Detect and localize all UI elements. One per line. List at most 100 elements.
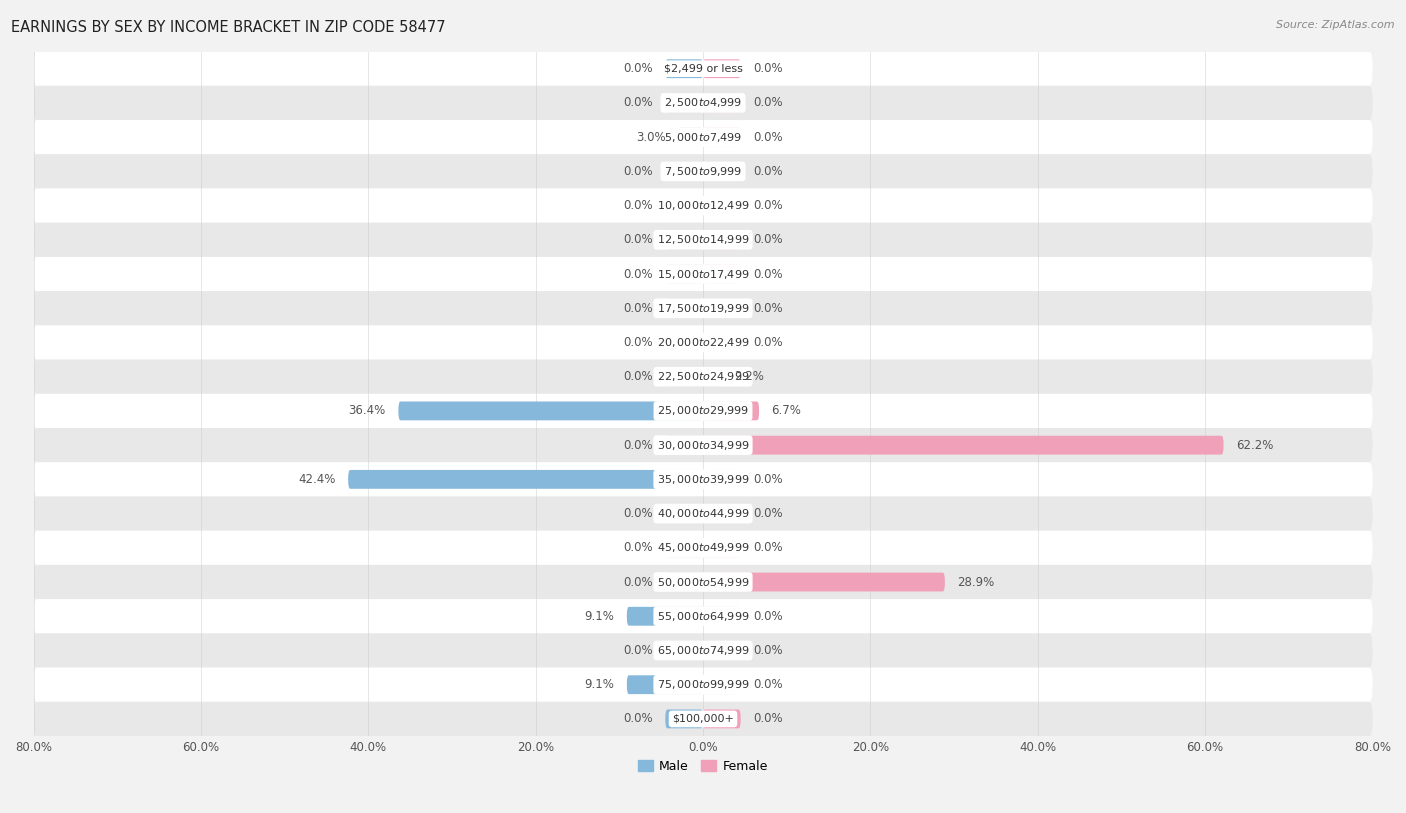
FancyBboxPatch shape <box>703 93 741 112</box>
Text: 0.0%: 0.0% <box>623 336 652 349</box>
Text: 3.0%: 3.0% <box>636 131 665 144</box>
Text: 0.0%: 0.0% <box>754 541 783 554</box>
FancyBboxPatch shape <box>703 504 741 523</box>
FancyBboxPatch shape <box>678 128 703 146</box>
FancyBboxPatch shape <box>665 333 703 352</box>
FancyBboxPatch shape <box>703 402 759 420</box>
Text: $10,000 to $12,499: $10,000 to $12,499 <box>657 199 749 212</box>
FancyBboxPatch shape <box>627 676 703 694</box>
FancyBboxPatch shape <box>34 189 1372 223</box>
FancyBboxPatch shape <box>34 86 1372 120</box>
FancyBboxPatch shape <box>665 504 703 523</box>
FancyBboxPatch shape <box>703 230 741 250</box>
FancyBboxPatch shape <box>703 333 741 352</box>
FancyBboxPatch shape <box>665 59 703 78</box>
FancyBboxPatch shape <box>34 257 1372 291</box>
Text: $17,500 to $19,999: $17,500 to $19,999 <box>657 302 749 315</box>
Text: 0.0%: 0.0% <box>623 199 652 212</box>
Text: 0.0%: 0.0% <box>623 302 652 315</box>
Text: 0.0%: 0.0% <box>754 165 783 178</box>
FancyBboxPatch shape <box>665 367 703 386</box>
FancyBboxPatch shape <box>665 572 703 591</box>
FancyBboxPatch shape <box>703 162 741 180</box>
FancyBboxPatch shape <box>34 154 1372 189</box>
Text: $35,000 to $39,999: $35,000 to $39,999 <box>657 473 749 486</box>
FancyBboxPatch shape <box>34 291 1372 325</box>
Text: $2,500 to $4,999: $2,500 to $4,999 <box>664 97 742 110</box>
Text: 0.0%: 0.0% <box>754 199 783 212</box>
FancyBboxPatch shape <box>665 299 703 318</box>
FancyBboxPatch shape <box>34 223 1372 257</box>
Text: $100,000+: $100,000+ <box>672 714 734 724</box>
Text: Source: ZipAtlas.com: Source: ZipAtlas.com <box>1277 20 1395 30</box>
Text: 0.0%: 0.0% <box>754 233 783 246</box>
FancyBboxPatch shape <box>665 264 703 284</box>
FancyBboxPatch shape <box>703 470 741 489</box>
Text: 9.1%: 9.1% <box>585 610 614 623</box>
FancyBboxPatch shape <box>34 497 1372 531</box>
Text: 0.0%: 0.0% <box>623 439 652 452</box>
Text: $5,000 to $7,499: $5,000 to $7,499 <box>664 131 742 144</box>
FancyBboxPatch shape <box>703 606 741 626</box>
Text: 0.0%: 0.0% <box>623 165 652 178</box>
FancyBboxPatch shape <box>627 606 703 626</box>
Text: 0.0%: 0.0% <box>623 507 652 520</box>
Text: $2,499 or less: $2,499 or less <box>664 63 742 74</box>
FancyBboxPatch shape <box>398 402 703 420</box>
Text: $40,000 to $44,999: $40,000 to $44,999 <box>657 507 749 520</box>
FancyBboxPatch shape <box>665 196 703 215</box>
Text: 0.0%: 0.0% <box>623 712 652 725</box>
FancyBboxPatch shape <box>703 367 721 386</box>
Text: 0.0%: 0.0% <box>623 541 652 554</box>
Text: 0.0%: 0.0% <box>623 370 652 383</box>
Text: 0.0%: 0.0% <box>623 644 652 657</box>
FancyBboxPatch shape <box>703 264 741 284</box>
Text: 0.0%: 0.0% <box>754 507 783 520</box>
Text: 0.0%: 0.0% <box>754 678 783 691</box>
FancyBboxPatch shape <box>703 299 741 318</box>
Text: $55,000 to $64,999: $55,000 to $64,999 <box>657 610 749 623</box>
FancyBboxPatch shape <box>34 325 1372 359</box>
Text: $30,000 to $34,999: $30,000 to $34,999 <box>657 439 749 452</box>
FancyBboxPatch shape <box>665 538 703 557</box>
FancyBboxPatch shape <box>703 128 741 146</box>
Text: $15,000 to $17,499: $15,000 to $17,499 <box>657 267 749 280</box>
Text: 0.0%: 0.0% <box>623 233 652 246</box>
Text: $75,000 to $99,999: $75,000 to $99,999 <box>657 678 749 691</box>
FancyBboxPatch shape <box>703 538 741 557</box>
FancyBboxPatch shape <box>665 93 703 112</box>
Text: 0.0%: 0.0% <box>623 63 652 75</box>
Text: 28.9%: 28.9% <box>957 576 994 589</box>
FancyBboxPatch shape <box>665 230 703 250</box>
FancyBboxPatch shape <box>703 641 741 660</box>
FancyBboxPatch shape <box>34 565 1372 599</box>
Text: $22,500 to $24,999: $22,500 to $24,999 <box>657 370 749 383</box>
FancyBboxPatch shape <box>703 436 1223 454</box>
Text: 9.1%: 9.1% <box>585 678 614 691</box>
Text: 2.2%: 2.2% <box>734 370 763 383</box>
FancyBboxPatch shape <box>34 120 1372 154</box>
FancyBboxPatch shape <box>34 702 1372 736</box>
Text: 0.0%: 0.0% <box>754 267 783 280</box>
Text: 0.0%: 0.0% <box>754 97 783 110</box>
FancyBboxPatch shape <box>703 572 945 591</box>
Text: $25,000 to $29,999: $25,000 to $29,999 <box>657 404 749 417</box>
Text: EARNINGS BY SEX BY INCOME BRACKET IN ZIP CODE 58477: EARNINGS BY SEX BY INCOME BRACKET IN ZIP… <box>11 20 446 35</box>
Text: $20,000 to $22,499: $20,000 to $22,499 <box>657 336 749 349</box>
FancyBboxPatch shape <box>703 196 741 215</box>
Text: 0.0%: 0.0% <box>754 131 783 144</box>
Text: 6.7%: 6.7% <box>772 404 801 417</box>
Text: $7,500 to $9,999: $7,500 to $9,999 <box>664 165 742 178</box>
Text: $45,000 to $49,999: $45,000 to $49,999 <box>657 541 749 554</box>
FancyBboxPatch shape <box>34 633 1372 667</box>
FancyBboxPatch shape <box>703 59 741 78</box>
FancyBboxPatch shape <box>34 599 1372 633</box>
FancyBboxPatch shape <box>34 463 1372 497</box>
FancyBboxPatch shape <box>665 710 703 728</box>
Text: 0.0%: 0.0% <box>754 63 783 75</box>
FancyBboxPatch shape <box>34 667 1372 702</box>
FancyBboxPatch shape <box>34 51 1372 86</box>
FancyBboxPatch shape <box>665 641 703 660</box>
Text: $50,000 to $54,999: $50,000 to $54,999 <box>657 576 749 589</box>
Text: 0.0%: 0.0% <box>623 97 652 110</box>
